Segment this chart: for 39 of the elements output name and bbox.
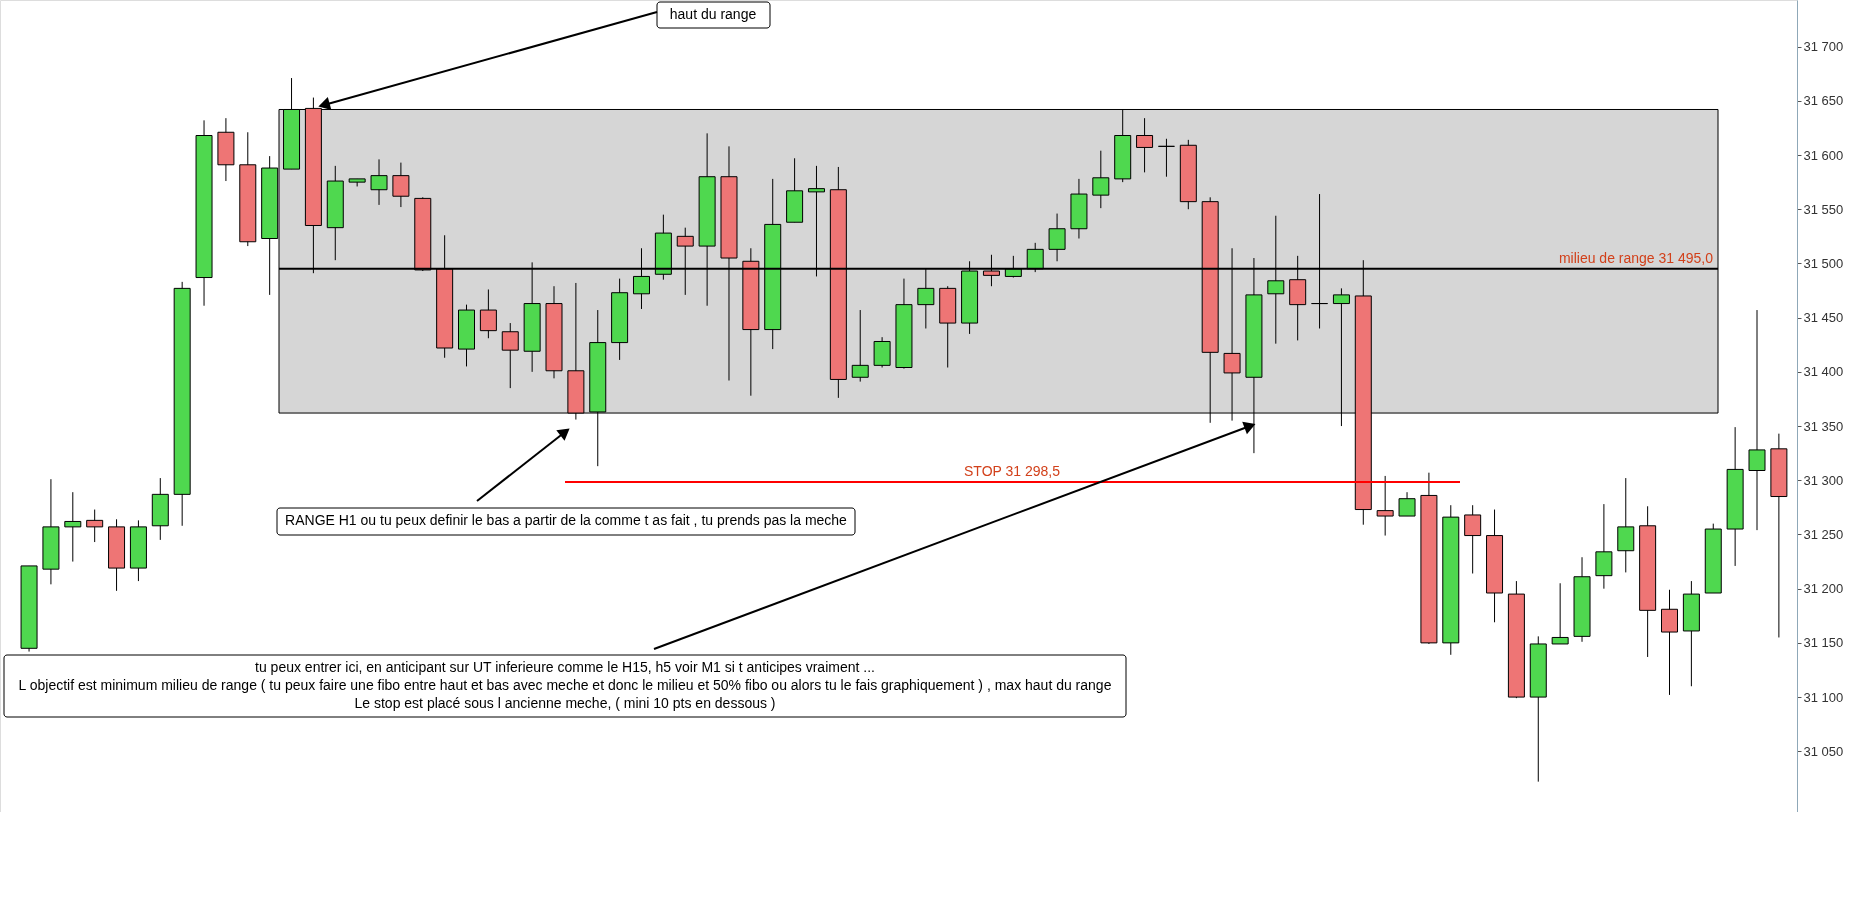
y-tick-label: 31 500 — [1803, 255, 1844, 271]
candlestick — [86, 509, 104, 543]
y-tick-label: 31 100 — [1803, 689, 1844, 705]
candlestick — [1136, 117, 1154, 173]
candlestick — [1398, 491, 1416, 517]
candlestick — [1748, 309, 1766, 531]
candlestick — [370, 158, 388, 206]
candlestick — [1376, 475, 1394, 537]
annotation: tu peux entrer ici, en anticipant sur UT inferieure comme le H15, h5 voir M1 si t anticipes vraiment ... L objectif est minimum milieu de range ( tu peux faire une fibo entre haut et bas avec meche et donc le milieu et 50% fibo ou alors tu le fais graphiquement ) , max haut du range Le stop est placé sous l ancienne meche, ( mini 10 pts en dessous ) — [18, 659, 1112, 711]
candlestick — [1092, 150, 1110, 209]
y-tick-label: 31 700 — [1803, 39, 1844, 55]
y-tick-label: 31 550 — [1803, 201, 1844, 217]
candlestick — [501, 322, 519, 389]
annotation: haut du range — [669, 6, 757, 22]
y-tick-label: 31 450 — [1803, 310, 1844, 326]
candlestick — [1617, 477, 1635, 573]
annotation: RANGE H1 ou tu peux definir le bas a partir de la comme t as fait , tu prends pas la meche — [285, 512, 848, 528]
candlestick — [1048, 213, 1066, 262]
candlestick — [1464, 504, 1482, 574]
y-tick-label: 31 150 — [1803, 635, 1844, 651]
y-tick-label: 31 400 — [1803, 364, 1844, 380]
candlestick — [1157, 138, 1175, 178]
y-tick-label: 31 350 — [1803, 418, 1844, 434]
y-tick-label: 31 300 — [1803, 472, 1844, 488]
y-tick-label: 31 050 — [1803, 743, 1844, 759]
candlestick — [64, 491, 82, 563]
candlestick — [851, 309, 869, 383]
candlestick — [1661, 589, 1679, 696]
candlestick — [873, 336, 891, 369]
candlestick — [479, 288, 497, 339]
y-tick-label: 31 600 — [1803, 147, 1844, 163]
ref-line-label: milieu de range 31 495,0 — [1558, 249, 1714, 266]
candlestick — [392, 162, 410, 208]
candlestick — [1551, 582, 1569, 645]
candlestick — [1595, 503, 1613, 590]
y-tick-label: 31 250 — [1803, 526, 1844, 542]
y-tick-label: 31 650 — [1803, 93, 1844, 109]
y-tick-label: 31 200 — [1803, 581, 1844, 597]
ref-line-label: STOP 31 298,5 — [964, 462, 1061, 479]
